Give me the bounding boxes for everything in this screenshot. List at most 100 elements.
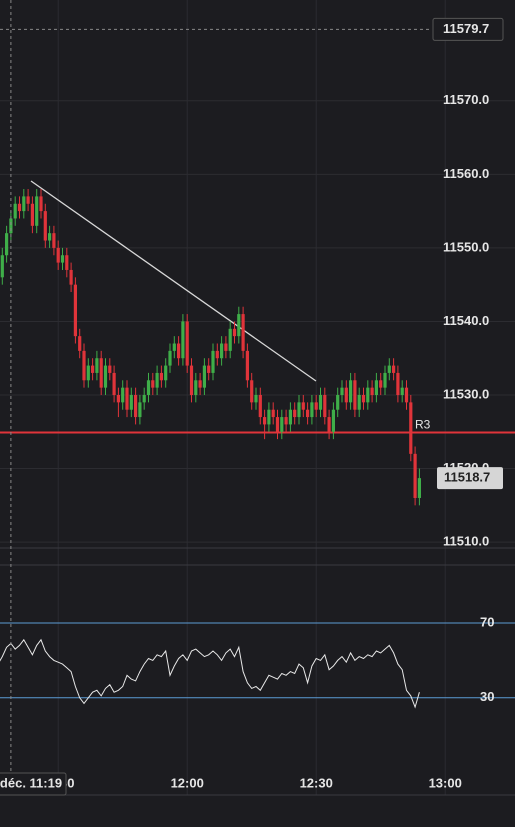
candle-body [383, 372, 387, 388]
candle-body [340, 387, 344, 396]
candle-body [138, 402, 142, 418]
candle-body [172, 343, 176, 351]
candle-body [357, 395, 361, 410]
y-tick-label: 11570.0 [443, 92, 489, 107]
candle-body [26, 196, 30, 204]
candle-body [254, 395, 258, 403]
candle-body [301, 402, 305, 410]
candle-body [314, 402, 318, 410]
y-tick-label: 11510.0 [443, 534, 489, 549]
candle-body [35, 196, 39, 226]
candle-body [284, 417, 288, 425]
y-tick-label: 11560.0 [443, 166, 489, 181]
candle-body [86, 365, 90, 381]
candle-body [245, 350, 249, 381]
candle-body [417, 478, 421, 498]
candle-body [349, 380, 353, 403]
candle-body [30, 203, 34, 226]
y-tick-label: 70 [480, 614, 494, 629]
candle-body [366, 387, 370, 403]
candle-body [194, 380, 198, 396]
candle-body [69, 269, 73, 285]
candle-body [271, 409, 275, 418]
candle-body [48, 233, 52, 241]
candle-body [379, 380, 383, 388]
candle-body [237, 314, 241, 337]
candle-body [207, 365, 211, 373]
candle-body [13, 203, 17, 219]
candle-body [267, 409, 271, 425]
candle-body [331, 409, 335, 432]
candle-body [177, 343, 181, 359]
candle-body [310, 402, 314, 418]
candle-body [263, 417, 267, 425]
candle-body [134, 395, 138, 418]
candle-body [103, 365, 108, 388]
candle-body [306, 409, 310, 418]
marks [0, 0, 515, 795]
candle-body [224, 343, 228, 351]
candle-body [241, 314, 245, 351]
y-tick-label: 11540.0 [443, 313, 489, 328]
candle-body [215, 350, 219, 359]
candle-body [99, 358, 103, 388]
candle-body [116, 395, 120, 403]
candle-body [185, 321, 189, 366]
candle-body [336, 395, 340, 410]
candle-body [409, 402, 413, 454]
candle-body [17, 203, 22, 212]
candle-body [344, 387, 348, 403]
candle-body [250, 380, 254, 403]
candle-body [396, 372, 400, 396]
candle-body [280, 417, 284, 432]
candle-body [189, 365, 194, 396]
candle-body [146, 380, 151, 396]
candle-body [275, 417, 280, 432]
candle-body [293, 409, 297, 418]
candle-body [327, 417, 331, 432]
candle-body [413, 453, 417, 498]
candle-body [258, 395, 262, 418]
candle-body [164, 365, 168, 381]
candle-body [82, 350, 86, 381]
candle-body [404, 387, 409, 403]
candle-body [60, 255, 65, 263]
candle-body [108, 365, 112, 373]
level-label: R3 [415, 418, 431, 432]
candle-body [151, 380, 155, 388]
candle-body [387, 365, 391, 373]
candle-body [155, 372, 159, 388]
candle-body [370, 387, 374, 396]
candle-body [65, 255, 69, 270]
grid [0, 0, 515, 796]
labels: 11:3012:0012:3013:0011510.011520.011530.… [0, 17, 504, 796]
candle-body [73, 284, 77, 337]
candle-body [22, 196, 26, 212]
candle-body [392, 365, 396, 373]
candle-body [112, 372, 116, 396]
trend-line [30, 180, 317, 382]
candle-body [353, 380, 357, 410]
candle-body [361, 395, 366, 403]
candle-body [181, 321, 185, 359]
candle-body [374, 380, 378, 396]
candle-body [400, 387, 404, 396]
candle-body [129, 395, 133, 410]
x-tick-label: 12:30 [300, 775, 333, 790]
candle-body [232, 328, 237, 337]
y-tick-label: 11550.0 [443, 239, 489, 254]
crosshair-y-box [432, 17, 504, 41]
crosshair-x-box [0, 772, 67, 796]
candle-body [9, 218, 13, 234]
last-price-label: 11518.7 [444, 470, 490, 485]
candle-body [56, 247, 60, 263]
candle-body [168, 350, 172, 366]
y-tick-label: 30 [480, 689, 494, 704]
crosshair-x-label: déc. 11:19 [0, 775, 62, 790]
candle-body [43, 211, 47, 241]
rsi-line [0, 638, 420, 709]
candle-body [39, 196, 43, 212]
candle-body [318, 395, 323, 410]
